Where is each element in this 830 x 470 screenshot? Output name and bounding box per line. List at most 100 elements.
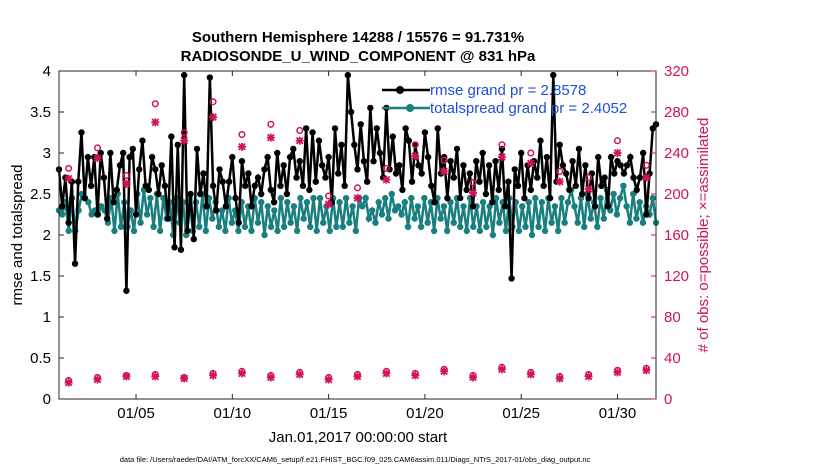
rmse-point — [508, 275, 515, 282]
y-tick-label-left: 0 — [43, 391, 51, 408]
rmse-point — [148, 153, 156, 161]
obs-possible-marker — [93, 144, 102, 152]
totalspread-point — [460, 203, 467, 210]
rmse-point — [540, 182, 547, 189]
obs-assimilated-low-marker — [642, 366, 651, 375]
obs-assimilated-marker — [295, 136, 304, 145]
rmse-point — [585, 194, 592, 202]
obs-assimilated-marker — [64, 174, 73, 183]
x-tick-label: 01/25 — [502, 405, 540, 422]
legend: rmse grand pr = 2.8578 totalspread grand… — [382, 82, 627, 117]
totalspread-point — [450, 219, 457, 226]
rmse-point — [87, 182, 95, 189]
totalspread-point — [342, 194, 350, 202]
y-tick-label-left: 1.5 — [30, 268, 51, 285]
rmse-point — [258, 190, 265, 198]
obs-assimilated-low-marker — [295, 370, 304, 379]
rmse-point — [103, 215, 111, 222]
totalspread-point — [616, 194, 624, 202]
obs-assimilated-marker — [613, 149, 622, 157]
totalspread-point — [254, 219, 262, 226]
rmse-point — [126, 153, 133, 161]
totalspread-point — [515, 227, 523, 235]
obs-assimilated-marker — [237, 142, 246, 151]
rmse-point — [97, 149, 104, 157]
obs-possible-marker — [411, 141, 419, 149]
totalspread-point — [85, 199, 92, 206]
totalspread-point — [571, 203, 578, 210]
rmse-point — [392, 170, 400, 177]
rmse-point — [482, 190, 490, 198]
rmse-point — [325, 153, 332, 161]
obs-assimilated-low-marker — [555, 374, 564, 383]
totalspread-point — [437, 215, 444, 222]
rmse-point — [543, 153, 551, 161]
totalspread-point — [349, 203, 356, 210]
rmse-point — [113, 186, 120, 194]
legend-rmse-label: rmse grand pr = 2.8578 — [430, 82, 586, 99]
totalspread-point — [156, 227, 164, 235]
rmse-point — [611, 170, 618, 177]
totalspread-point — [209, 215, 216, 222]
totalspread-point — [300, 215, 307, 222]
rmse-point — [216, 166, 223, 173]
rmse-point — [601, 174, 608, 181]
totalspread-point — [143, 211, 151, 218]
totalspread-point — [623, 203, 630, 210]
totalspread-point — [554, 227, 562, 235]
rmse-point — [505, 178, 512, 185]
rmse-point — [469, 203, 477, 210]
rmse-point — [595, 153, 602, 161]
obs-assimilated-marker — [324, 200, 333, 209]
totalspread-point — [117, 223, 125, 230]
rmse-point — [604, 203, 612, 210]
totalspread-point — [241, 223, 249, 230]
rmse-point — [139, 137, 146, 144]
totalspread-point — [404, 223, 412, 230]
totalspread-point — [274, 227, 281, 235]
rmse-point — [495, 186, 502, 194]
totalspread-point — [378, 211, 386, 218]
totalspread-point — [222, 227, 229, 235]
totalspread-point — [633, 215, 640, 222]
totalspread-point — [496, 219, 503, 226]
totalspread-point — [261, 231, 268, 239]
rmse-point — [254, 174, 262, 181]
totalspread-point — [147, 194, 154, 202]
totalspread-point — [362, 194, 369, 202]
rmse-point — [116, 162, 124, 169]
totalspread-point — [137, 219, 144, 226]
obs-assimilated-marker — [440, 167, 449, 176]
rmse-point — [405, 137, 413, 144]
obs-possible-marker — [440, 156, 448, 164]
totalspread-point — [215, 223, 223, 230]
y-tick-label-left: 3 — [43, 145, 51, 162]
rmse-point — [248, 203, 255, 210]
y-tick-label-right: 200 — [664, 186, 689, 203]
totalspread-point — [277, 194, 285, 202]
obs-assimilated-low-marker — [64, 378, 73, 387]
legend-rmse-marker — [396, 86, 404, 94]
y-tick-label-right: 0 — [664, 391, 672, 408]
obs-assimilated-low-marker — [440, 367, 449, 376]
rmse-point — [402, 125, 409, 132]
rmse-point — [270, 199, 278, 206]
totalspread-point — [476, 227, 484, 235]
rmse-point — [447, 158, 454, 165]
rmse-point — [261, 166, 268, 173]
totalspread-point — [620, 182, 627, 189]
obs-assimilated-marker — [353, 194, 362, 203]
totalspread-point — [421, 194, 428, 202]
rmse-point — [107, 149, 114, 157]
rmse-point — [245, 170, 252, 177]
rmse-point — [145, 186, 153, 194]
rmse-point — [65, 219, 72, 226]
totalspread-point — [398, 211, 405, 218]
chart-title: Southern Hemisphere 14288 / 15576 = 91.7… — [192, 29, 524, 46]
rmse-point — [630, 174, 637, 181]
obs-assimilated-marker — [209, 113, 218, 122]
totalspread-point — [417, 223, 425, 230]
totalspread-point — [541, 227, 549, 235]
